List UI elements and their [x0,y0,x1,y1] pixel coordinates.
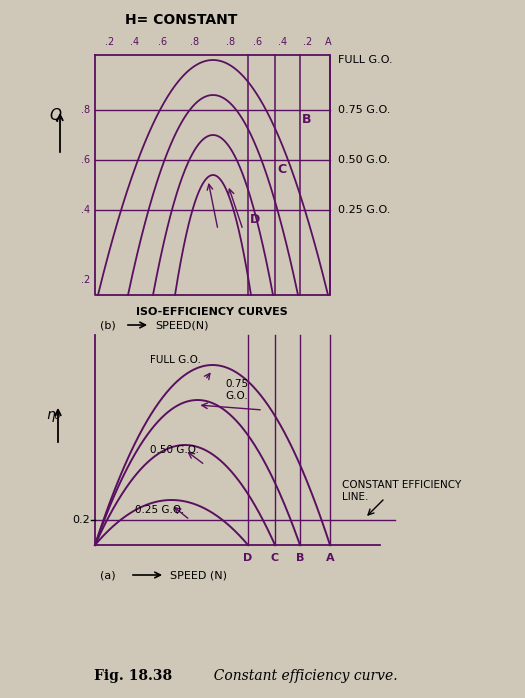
Text: .8: .8 [226,37,236,47]
Text: D: D [244,553,253,563]
Text: 0.75 G.O.: 0.75 G.O. [338,105,391,115]
Text: .2: .2 [106,37,114,47]
Text: SPEED(N): SPEED(N) [155,320,208,330]
Text: .2: .2 [81,275,90,285]
Text: (b): (b) [100,320,116,330]
Text: .4: .4 [278,37,288,47]
Text: .6: .6 [159,37,167,47]
Text: (a): (a) [100,570,116,580]
Text: .4: .4 [81,205,90,215]
Text: 0.50 G.O.: 0.50 G.O. [338,155,390,165]
Text: 0.25 G.O.: 0.25 G.O. [135,505,184,515]
Text: 0.25 G.O.: 0.25 G.O. [338,205,391,215]
Text: 0.2: 0.2 [72,515,90,525]
Text: CONSTANT EFFICIENCY
LINE.: CONSTANT EFFICIENCY LINE. [342,480,461,502]
Text: Fig. 18.38: Fig. 18.38 [94,669,173,683]
Text: A: A [324,37,331,47]
Text: .6: .6 [254,37,262,47]
Text: H= CONSTANT: H= CONSTANT [125,13,237,27]
Text: ISO-EFFICIENCY CURVES: ISO-EFFICIENCY CURVES [136,307,288,317]
Text: .8: .8 [191,37,200,47]
Text: FULL G.O.: FULL G.O. [150,355,201,365]
Text: A: A [326,553,334,563]
Text: .2: .2 [303,37,312,47]
Text: .6: .6 [81,155,90,165]
Text: SPEED (N): SPEED (N) [170,570,227,580]
Text: 0.75
G.O.: 0.75 G.O. [225,379,248,401]
Text: ηₒ: ηₒ [46,408,60,422]
Text: C: C [271,553,279,563]
Text: D: D [250,213,260,226]
Text: .8: .8 [81,105,90,115]
Text: .4: .4 [130,37,140,47]
Text: B: B [296,553,304,563]
Text: B: B [302,113,311,126]
Text: FULL G.O.: FULL G.O. [338,55,393,65]
Text: 0.50 G.O.: 0.50 G.O. [150,445,199,455]
Text: Constant efficiency curve.: Constant efficiency curve. [205,669,397,683]
Text: Q: Q [49,107,61,123]
Text: C: C [277,163,286,176]
